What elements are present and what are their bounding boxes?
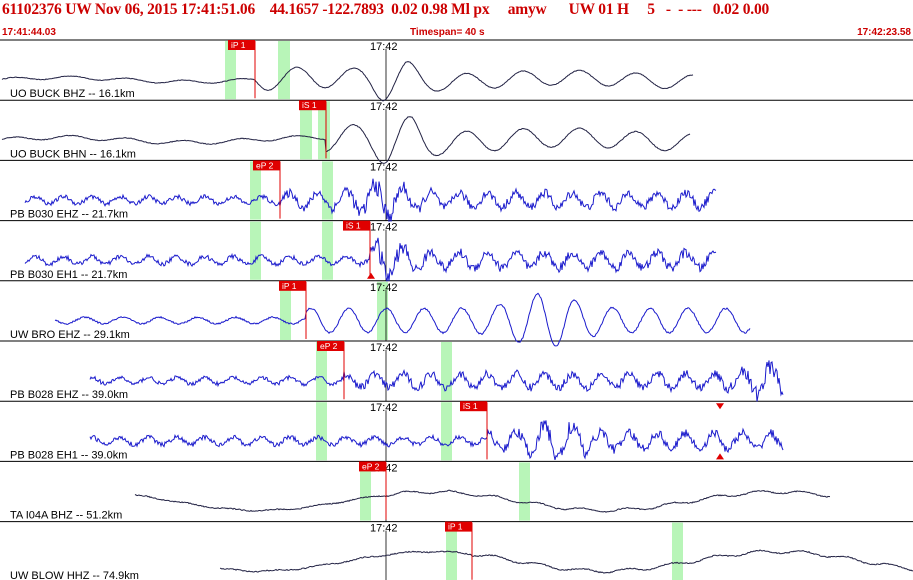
pick-window (225, 41, 236, 100)
pick-flag-label: eP 2 (362, 461, 380, 471)
pick-flag-label: iS 1 (302, 100, 317, 110)
waveform-trace[interactable] (134, 489, 831, 513)
station-panel[interactable]: 17:42 iP 1 UW BLOW HHZ -- 74.9km (0, 521, 913, 580)
pick-window (672, 522, 683, 580)
pick-window (280, 281, 291, 340)
pick-window (250, 161, 261, 220)
pick-flag-label: eP 2 (320, 341, 338, 351)
amplitude-marker-icon (716, 403, 724, 410)
pick-window (519, 462, 530, 521)
station-panel[interactable]: 17:42 eP 2 PB B028 EHZ -- 39.0km (0, 341, 913, 402)
pick-flag[interactable] (343, 220, 370, 231)
waveform-trace[interactable] (219, 549, 913, 574)
time-tick-label: 17:42 (370, 342, 398, 354)
pick-window (318, 101, 330, 160)
station-label: PB B028 EHZ -- 39.0km (10, 389, 128, 401)
waveform-trace[interactable] (24, 178, 717, 222)
pick-flag[interactable] (445, 521, 472, 532)
pick-flag[interactable] (317, 341, 344, 351)
pick-flag-label: eP 2 (256, 160, 274, 170)
pick-flag-label: iP 1 (282, 281, 297, 291)
station-panel[interactable]: 17:42 iP 1 UW BRO EHZ -- 29.1km (0, 280, 913, 347)
station-panel[interactable]: 17:42 iS 1 UO BUCK BHN -- 16.1km (0, 100, 913, 164)
time-tick-label: 17:42 (370, 222, 398, 234)
time-tick-label: 17:42 (370, 282, 398, 294)
waveform-trace[interactable] (54, 292, 751, 347)
pick-flag[interactable] (228, 40, 255, 50)
amplitude-marker-icon (716, 453, 724, 460)
station-panel[interactable]: 17:42 eP 2 PB B030 EHZ -- 21.7km (0, 160, 913, 222)
time-tick-label: 17:42 (370, 101, 398, 113)
pick-flag-label: iP 1 (448, 522, 463, 532)
timespan-label: Timespan= 40 s (410, 27, 485, 38)
pick-window (441, 402, 452, 461)
station-panel[interactable]: 17:42 iS 1 PB B030 EH1 -- 21.7km (0, 220, 913, 282)
station-label: TA I04A BHZ -- 51.2km (10, 510, 122, 522)
waveform-trace[interactable] (1, 60, 694, 102)
event-header: 61102376 UW Nov 06, 2015 17:41:51.06 44.… (0, 0, 913, 38)
time-tick-label: 17:42 (370, 402, 398, 414)
station-label: PB B030 EH1 -- 21.7km (10, 269, 127, 281)
station-label: UW BLOW HHZ -- 74.9km (10, 570, 139, 580)
time-tick-label: 17:42 (370, 523, 398, 535)
pick-window (300, 101, 312, 160)
station-label: UW BRO EHZ -- 29.1km (10, 329, 130, 341)
pick-window (446, 522, 457, 580)
time-tick-label: 17:42 (370, 41, 398, 53)
end-time-label: 17:42:23.58 (857, 27, 911, 38)
start-time-label: 17:41:44.03 (2, 27, 56, 38)
pick-window (441, 342, 452, 401)
station-panel[interactable]: 17:42 iP 1 UO BUCK BHZ -- 16.1km (0, 39, 913, 102)
waveform-trace[interactable] (1, 116, 691, 164)
pick-flag-label: iS 1 (463, 401, 478, 411)
pick-flag-label: iS 1 (346, 221, 361, 231)
station-label: PB B028 EH1 -- 39.0km (10, 449, 127, 461)
pick-flag[interactable] (279, 280, 306, 291)
pick-flag[interactable] (299, 100, 326, 111)
station-panel[interactable]: 17:42 iS 1 PB B028 EH1 -- 39.0km (0, 401, 913, 462)
pick-flag[interactable] (359, 461, 386, 472)
waveform-trace[interactable] (89, 360, 784, 402)
pick-flag-label: iP 1 (231, 40, 246, 50)
station-label: UO BUCK BHZ -- 16.1km (10, 88, 135, 100)
waveform-trace[interactable] (89, 420, 784, 461)
pick-window (316, 342, 327, 401)
time-tick-label: 17:42 (370, 161, 398, 173)
station-label: PB B030 EHZ -- 21.7km (10, 209, 128, 221)
pick-window (250, 221, 261, 280)
event-summary-line: 61102376 UW Nov 06, 2015 17:41:51.06 44.… (2, 1, 770, 18)
pick-window (322, 221, 333, 280)
pick-flag[interactable] (253, 160, 280, 171)
pick-window (278, 41, 290, 100)
pick-flag[interactable] (460, 401, 487, 412)
pick-window (316, 402, 327, 461)
pick-window (360, 462, 371, 521)
station-label: UO BUCK BHN -- 16.1km (10, 148, 136, 160)
amplitude-marker-icon (367, 272, 375, 279)
pick-window (322, 161, 333, 220)
